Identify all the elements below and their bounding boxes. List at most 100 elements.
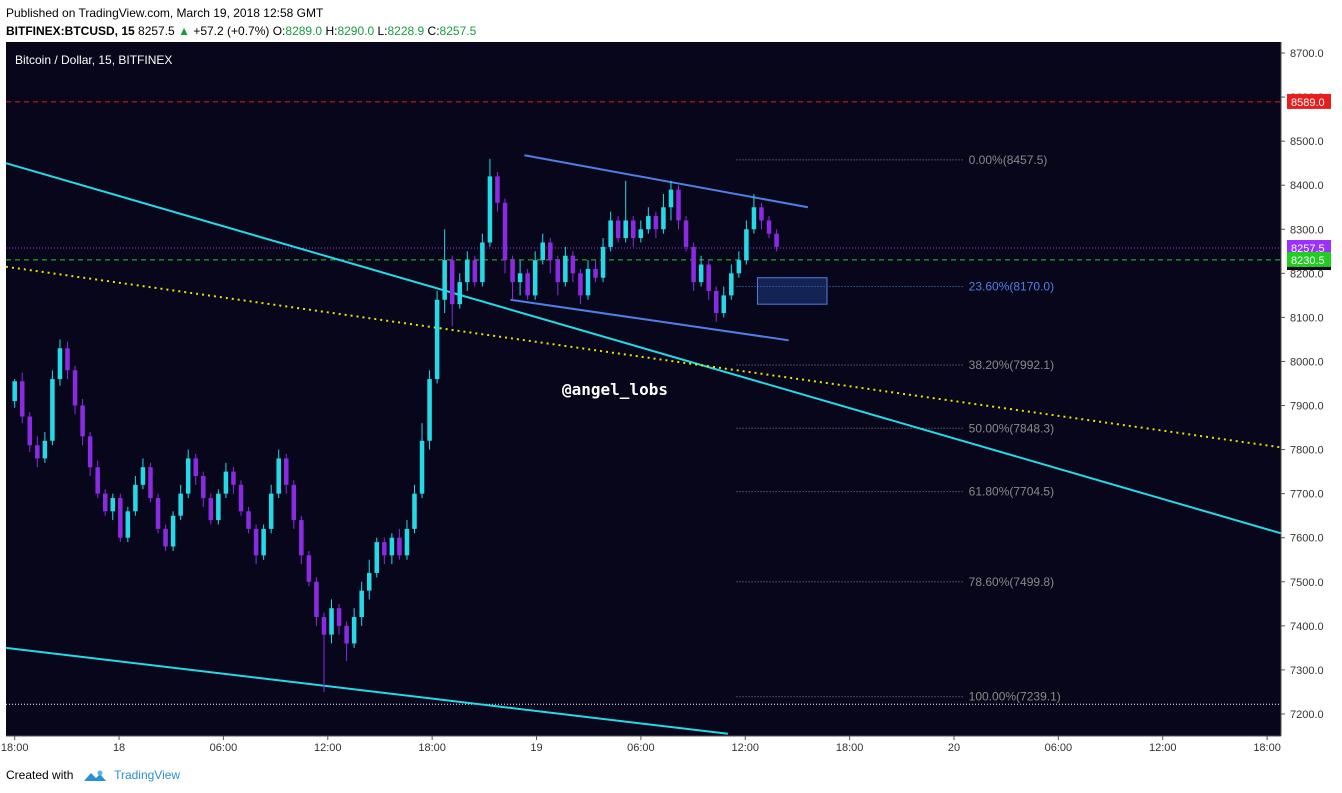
x-tick-label: 06:00 bbox=[1045, 742, 1073, 754]
candle-body bbox=[449, 260, 455, 305]
candle-body bbox=[532, 260, 538, 296]
candle-body bbox=[585, 268, 591, 296]
candle-body bbox=[95, 467, 100, 494]
fib-level-label: 0.00%(8457.5) bbox=[969, 153, 1048, 167]
candle-body bbox=[548, 242, 553, 261]
footer: Created with TradingView bbox=[6, 766, 180, 786]
y-tick-label: 7600.0 bbox=[1290, 533, 1324, 545]
candle-body bbox=[42, 440, 48, 459]
tradingview-brand-link[interactable]: TradingView bbox=[114, 768, 181, 782]
y-tick-label: 8100.0 bbox=[1290, 312, 1324, 324]
candle-body bbox=[578, 273, 583, 296]
chart-header: Published on TradingView.com, March 19, … bbox=[6, 4, 476, 40]
candle-body bbox=[615, 220, 621, 239]
candle-body bbox=[691, 246, 696, 283]
x-tick-label: 18:00 bbox=[1253, 742, 1281, 754]
y-tick-label: 7300.0 bbox=[1290, 665, 1324, 677]
candle-body bbox=[465, 260, 470, 283]
y-tick-label: 7700.0 bbox=[1290, 489, 1324, 501]
y-tick-label: 7400.0 bbox=[1290, 621, 1324, 633]
created-with-label: Created with bbox=[6, 768, 74, 782]
candle-body bbox=[299, 520, 304, 556]
price-change: +57.2 (+0.7%) bbox=[193, 24, 270, 38]
highlight-rectangle bbox=[756, 277, 828, 305]
candle-body bbox=[19, 381, 25, 417]
candle-body bbox=[306, 555, 312, 582]
price-axis-background bbox=[1281, 42, 1342, 758]
candle-body bbox=[766, 220, 772, 234]
candle-body bbox=[744, 229, 749, 261]
candle-body bbox=[72, 370, 78, 406]
fib-level-label: 100.00%(7239.1) bbox=[969, 690, 1061, 704]
close-label: C: bbox=[427, 24, 440, 38]
candle-body bbox=[329, 608, 334, 635]
candle-body bbox=[510, 260, 515, 283]
candle-body bbox=[397, 537, 402, 556]
candle-body bbox=[359, 590, 364, 618]
candle-body bbox=[759, 207, 764, 221]
candle-body bbox=[50, 379, 55, 441]
candle-body bbox=[148, 467, 153, 499]
candle-body bbox=[291, 484, 297, 521]
candle-body bbox=[630, 220, 636, 239]
candle-body bbox=[434, 299, 440, 380]
low-value: 8228.9 bbox=[387, 24, 425, 38]
candle-body bbox=[125, 511, 131, 538]
x-tick-label: 12:00 bbox=[731, 742, 759, 754]
candle-body bbox=[185, 458, 191, 494]
candle-body bbox=[487, 176, 493, 243]
candle-body bbox=[133, 484, 138, 512]
candle-body bbox=[118, 498, 123, 538]
candle-body bbox=[382, 542, 387, 556]
candle-body bbox=[412, 493, 417, 529]
plot-background bbox=[6, 42, 1281, 736]
candle-body bbox=[570, 255, 576, 274]
up-triangle-icon: ▲ bbox=[178, 24, 190, 38]
candle-body bbox=[80, 405, 85, 437]
y-tick-label: 8700.0 bbox=[1290, 48, 1324, 60]
candle-body bbox=[336, 608, 342, 626]
price-label-text: 8230.5 bbox=[1291, 255, 1325, 267]
candle-body bbox=[721, 295, 727, 313]
x-tick-label: 18:00 bbox=[1, 742, 29, 754]
y-tick-label: 8000.0 bbox=[1290, 356, 1324, 368]
x-tick-label: 06:00 bbox=[210, 742, 238, 754]
x-tick-label: 18 bbox=[113, 742, 125, 754]
candle-body bbox=[163, 528, 168, 547]
published-line: Published on TradingView.com, March 19, … bbox=[6, 6, 324, 20]
channel-upper bbox=[524, 154, 809, 209]
candle-body bbox=[751, 207, 757, 230]
candle-body bbox=[442, 260, 447, 300]
price-label-box bbox=[1287, 251, 1331, 267]
fib-level-label: 50.00%(7848.3) bbox=[969, 421, 1054, 435]
price-label-box bbox=[1287, 93, 1331, 109]
candle-body bbox=[608, 220, 613, 247]
ohlc-line: BITFINEX:BTCUSD, 15 8257.5 ▲ +57.2 (+0.7… bbox=[6, 22, 476, 40]
candle-body bbox=[563, 255, 568, 283]
x-tick-label: 19 bbox=[530, 742, 542, 754]
tradingview-logo-icon bbox=[83, 770, 106, 781]
candle-body bbox=[314, 581, 319, 618]
candle-body bbox=[374, 542, 380, 573]
dotted-trendline bbox=[5, 265, 1282, 449]
candle-body bbox=[57, 348, 63, 380]
candle-body bbox=[502, 202, 508, 261]
candle-body bbox=[713, 290, 719, 313]
candle-body bbox=[12, 381, 17, 402]
candlestick-chart[interactable]: 0.00%(8457.5) 23.60%(8170.0) 38.20%(7992.1… bbox=[0, 42, 1342, 758]
fib-level-label: 38.20%(7992.1) bbox=[969, 358, 1054, 372]
candle-body bbox=[668, 189, 674, 208]
candle-body bbox=[480, 242, 485, 283]
candle-body bbox=[87, 436, 93, 468]
x-tick-label: 12:00 bbox=[1149, 742, 1177, 754]
lower-trendline bbox=[5, 646, 728, 735]
candle-body bbox=[268, 493, 274, 529]
candle-body bbox=[253, 528, 259, 556]
x-tick-label: 06:00 bbox=[627, 742, 655, 754]
high-label: H: bbox=[325, 24, 338, 38]
candle-body bbox=[102, 493, 108, 512]
candle-body bbox=[683, 220, 689, 247]
x-tick-label: 18:00 bbox=[418, 742, 446, 754]
candle-body bbox=[457, 282, 463, 305]
candle-body bbox=[216, 493, 221, 521]
